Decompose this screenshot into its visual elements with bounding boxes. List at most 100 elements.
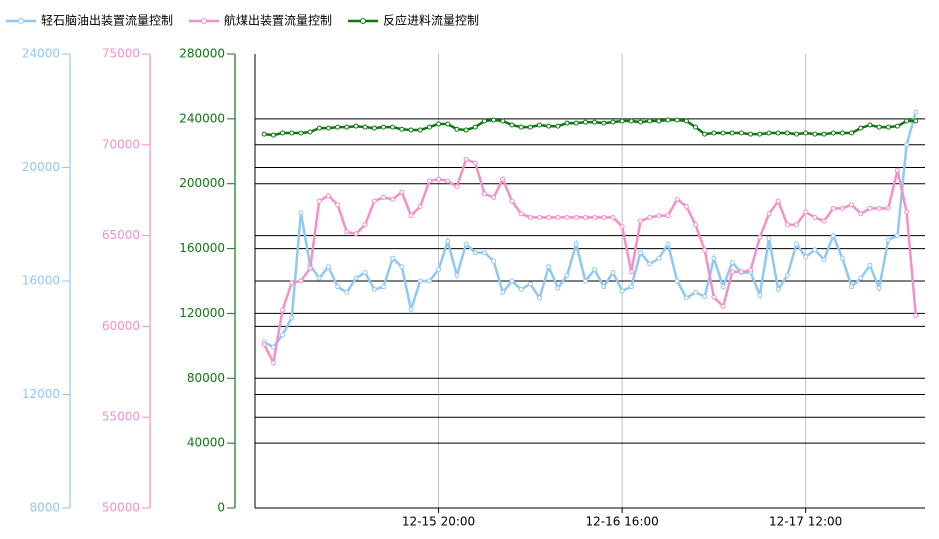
data-point	[619, 288, 625, 294]
series-line	[263, 157, 918, 367]
data-point	[628, 118, 634, 124]
data-point	[601, 120, 607, 126]
data-point	[445, 121, 451, 127]
data-point	[546, 214, 552, 220]
data-point	[353, 123, 359, 129]
data-point	[784, 222, 790, 228]
data-point	[344, 229, 350, 235]
data-point	[748, 131, 754, 137]
data-point	[463, 127, 469, 133]
y-tick-label: 60000	[102, 319, 140, 333]
legend-label: 航煤出装置流量控制	[224, 13, 332, 28]
data-point	[555, 285, 561, 291]
data-point	[647, 214, 653, 220]
data-point	[436, 121, 442, 127]
data-point	[316, 125, 322, 131]
data-point	[445, 178, 451, 184]
data-point	[794, 131, 800, 137]
data-point	[702, 247, 708, 253]
data-point	[729, 269, 735, 275]
data-point	[803, 254, 809, 260]
y-tick-label: 20000	[22, 160, 60, 174]
data-point	[693, 124, 699, 130]
data-point	[812, 131, 818, 137]
data-point	[481, 250, 487, 256]
data-point	[794, 222, 800, 228]
data-point	[775, 198, 781, 204]
data-point	[757, 292, 763, 298]
data-point	[298, 278, 304, 284]
data-point	[573, 241, 579, 247]
data-point	[674, 278, 680, 284]
data-point	[720, 303, 726, 309]
data-point	[472, 124, 478, 130]
data-point	[619, 118, 625, 124]
data-point	[472, 160, 478, 166]
data-point	[399, 126, 405, 132]
data-point	[665, 241, 671, 247]
data-point	[858, 275, 864, 281]
y-tick-label: 240000	[179, 111, 225, 125]
data-point	[518, 287, 524, 293]
data-point	[885, 237, 891, 243]
data-point	[298, 210, 304, 216]
data-point	[610, 214, 616, 220]
data-point	[537, 214, 543, 220]
data-point	[344, 124, 350, 130]
data-point	[426, 178, 432, 184]
data-point	[472, 250, 478, 256]
data-point	[555, 214, 561, 220]
data-point	[656, 213, 662, 219]
data-point	[491, 194, 497, 200]
x-tick-label: 12-15 20:00	[402, 515, 475, 529]
y-tick-label: 50000	[102, 501, 140, 515]
y-tick-label: 12000	[22, 387, 60, 401]
data-point	[711, 294, 717, 300]
data-point	[353, 231, 359, 237]
data-point	[481, 191, 487, 197]
data-point	[601, 284, 607, 290]
data-point	[500, 176, 506, 182]
data-point	[280, 130, 286, 136]
y-tick-label: 70000	[102, 137, 140, 151]
data-point	[839, 130, 845, 136]
data-point	[307, 129, 313, 135]
y-tick-label: 65000	[102, 228, 140, 242]
data-point	[766, 235, 772, 241]
data-point	[417, 204, 423, 210]
data-point	[693, 289, 699, 295]
data-point	[371, 125, 377, 131]
data-point	[637, 218, 643, 224]
data-point	[656, 255, 662, 261]
data-point	[445, 238, 451, 244]
y-tick-label: 40000	[187, 436, 225, 450]
data-point	[280, 307, 286, 313]
data-point	[380, 124, 386, 130]
data-point	[830, 205, 836, 211]
data-point	[601, 214, 607, 220]
data-point	[261, 131, 267, 137]
data-point	[894, 123, 900, 129]
data-point	[913, 118, 919, 124]
data-point	[821, 257, 827, 263]
data-point	[390, 124, 396, 130]
data-point	[738, 130, 744, 136]
data-point	[463, 241, 469, 247]
data-point	[674, 117, 680, 123]
data-point	[647, 118, 653, 124]
data-point	[380, 194, 386, 200]
data-point	[702, 294, 708, 300]
data-point	[656, 118, 662, 124]
data-point	[546, 123, 552, 129]
data-point	[711, 130, 717, 136]
legend-marker	[18, 18, 24, 24]
data-point	[454, 184, 460, 190]
data-point	[913, 109, 919, 115]
y-tick-label: 55000	[102, 410, 140, 424]
y-tick-label: 8000	[29, 501, 60, 515]
data-point	[904, 142, 910, 148]
data-point	[481, 118, 487, 124]
data-point	[904, 118, 910, 124]
data-point	[509, 122, 515, 128]
